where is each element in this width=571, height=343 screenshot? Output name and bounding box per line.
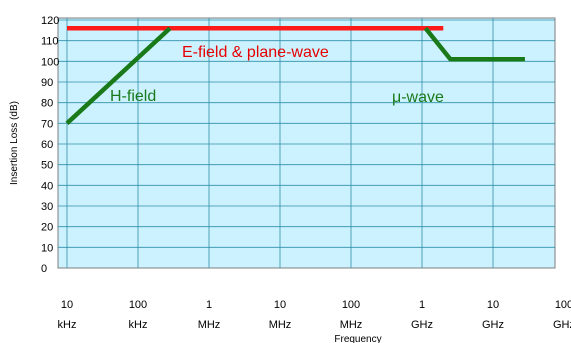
x-tick-value: 100 xyxy=(555,299,571,311)
x-tick-unit: kHz xyxy=(58,319,77,331)
x-tick-unit: MHz xyxy=(340,319,363,331)
x-tick-value: 10 xyxy=(274,299,286,311)
y-tick-label: 110 xyxy=(41,36,59,48)
y-tick-label: 120 xyxy=(41,15,59,27)
series-lines xyxy=(65,26,525,125)
x-tick-value: 100 xyxy=(129,299,147,311)
x-tick-unit: GHz xyxy=(411,319,433,331)
x-tick-value: 100 xyxy=(342,299,360,311)
y-tick-label: 50 xyxy=(41,160,53,172)
x-tick-unit: MHz xyxy=(269,319,292,331)
y-tick-label: 40 xyxy=(41,180,53,192)
x-tick-value: 10 xyxy=(61,299,73,311)
x-tick-value: 10 xyxy=(487,299,499,311)
y-axis-ticks: 0 10 20 30 40 50 60 70 80 90 100 110 120 xyxy=(41,15,59,275)
x-tick-unit: kHz xyxy=(129,319,148,331)
y-tick-label: 10 xyxy=(41,242,53,254)
annotation-label: H-field xyxy=(110,88,156,105)
x-axis-ticks: 10 kHz 100 kHz 1 MHz 10 MHz 100 MHz 1 GHz 10 GHz 100 GH… xyxy=(58,299,571,331)
x-tick-value: 1 xyxy=(419,299,425,311)
y-tick-label: 20 xyxy=(41,222,53,234)
y-tick-label: 80 xyxy=(41,98,53,110)
series-line-1 xyxy=(65,26,172,125)
series-line-2 xyxy=(423,26,525,62)
y-tick-label: 0 xyxy=(41,263,47,275)
x-tick-unit: GHz xyxy=(553,319,571,331)
y-tick-label: 60 xyxy=(41,139,53,151)
x-axis-label: Frequency xyxy=(334,334,381,343)
y-tick-label: 90 xyxy=(41,77,53,89)
x-tick-unit: GHz xyxy=(482,319,504,331)
annotation-label: μ-wave xyxy=(392,89,444,106)
x-tick-unit: MHz xyxy=(198,319,221,331)
y-tick-label: 70 xyxy=(41,118,53,130)
y-axis-label: Insertion Loss (dB) xyxy=(9,101,20,185)
annotation-label: E-field & plane-wave xyxy=(182,44,329,61)
annotations: E-field & plane-wave H-field μ-wave xyxy=(110,44,444,106)
x-tick-value: 1 xyxy=(206,299,212,311)
y-tick-label: 100 xyxy=(41,56,59,68)
y-tick-label: 30 xyxy=(41,201,53,213)
